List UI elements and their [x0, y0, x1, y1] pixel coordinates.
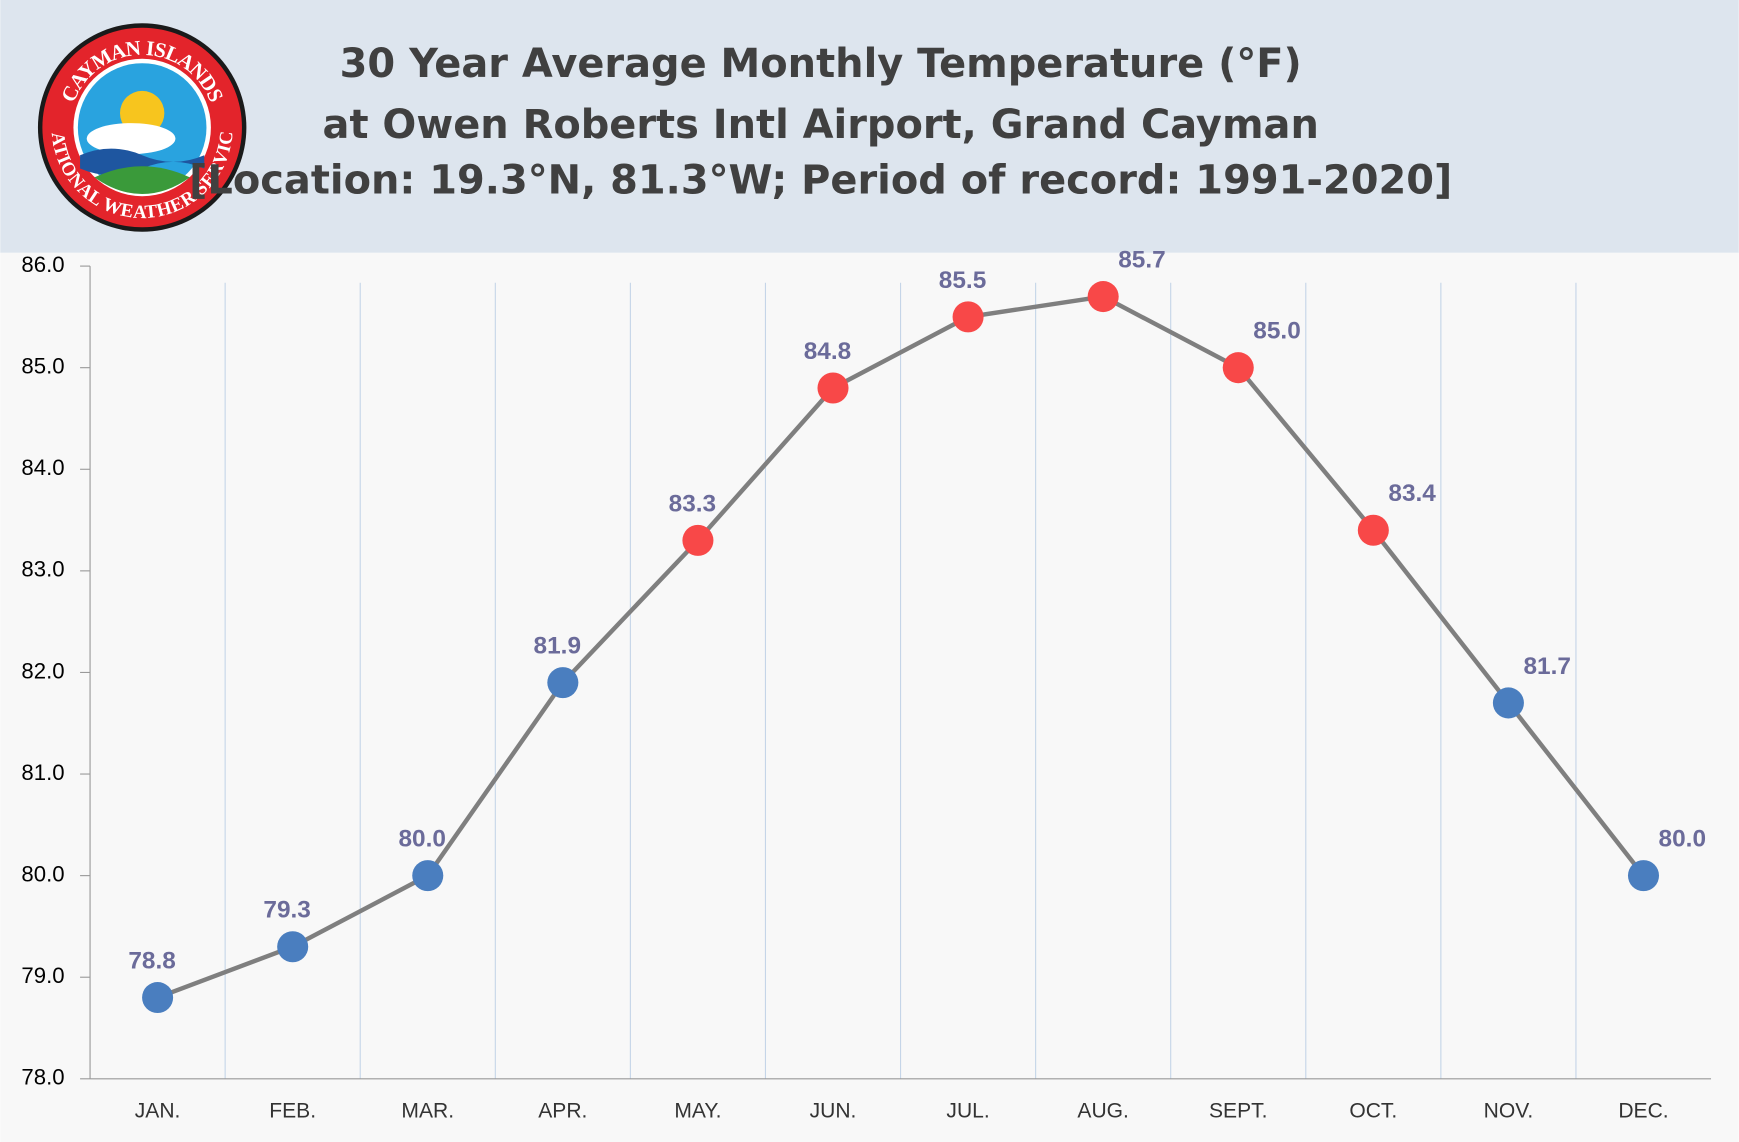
- y-tick-label: 80.0: [21, 861, 64, 886]
- y-tick-label: 81.0: [21, 760, 64, 785]
- data-label: 80.0: [1659, 826, 1706, 853]
- data-line: [156, 294, 1646, 1000]
- data-label: 79.3: [263, 897, 310, 924]
- chart-title: at Owen Roberts Intl Airport, Grand Caym…: [323, 102, 1319, 148]
- x-tick-label: DEC.: [1618, 1100, 1668, 1123]
- data-label: 81.7: [1523, 653, 1570, 680]
- logo: CAYMAN ISLANDS NATIONAL WEATHER SERVICE: [0, 0, 247, 232]
- data-point: [817, 372, 849, 404]
- x-tick-label: MAR.: [401, 1100, 454, 1123]
- data-point: [412, 860, 444, 892]
- plot-background: [0, 252, 1739, 1142]
- data-point: [952, 301, 984, 333]
- data-point: [1087, 281, 1119, 313]
- data-label: 84.8: [804, 338, 851, 365]
- data-point: [1357, 514, 1389, 546]
- data-point: [142, 982, 174, 1014]
- chart-subtitle: [Location: 19.3°N, 81.3°W; Period of rec…: [189, 157, 1452, 203]
- x-tick-label: AUG.: [1077, 1100, 1128, 1123]
- x-tick-label: JAN.: [135, 1100, 181, 1123]
- data-point: [1222, 352, 1254, 384]
- data-label: 85.5: [939, 267, 986, 294]
- data-point: [1627, 860, 1660, 892]
- data-point: [682, 524, 714, 556]
- data-point: [1492, 687, 1524, 719]
- y-tick-label: 85.0: [21, 354, 64, 379]
- data-label: 83.4: [1388, 480, 1436, 507]
- x-tick-label: NOV.: [1484, 1100, 1534, 1123]
- x-tick-label: FEB.: [269, 1100, 316, 1123]
- y-tick-label: 84.0: [21, 455, 64, 480]
- x-tick-label: JUN.: [810, 1100, 857, 1123]
- x-tick-label: JUL.: [946, 1100, 989, 1123]
- x-tick-label: APR.: [538, 1100, 587, 1123]
- data-label: 85.7: [1118, 247, 1165, 274]
- header-band: [0, 0, 1739, 253]
- data-point: [277, 931, 309, 963]
- data-label: 80.0: [398, 826, 445, 853]
- x-tick-label: OCT.: [1349, 1100, 1397, 1123]
- y-tick-label: 78.0: [21, 1065, 64, 1090]
- data-label: 85.0: [1253, 318, 1300, 345]
- chart-title: 30 Year Average Monthly Temperature (°F): [340, 41, 1302, 87]
- y-tick-label: 86.0: [21, 252, 64, 277]
- data-label: 81.9: [534, 633, 581, 660]
- x-tick-label: SEPT.: [1209, 1100, 1267, 1123]
- y-tick-label: 82.0: [21, 658, 64, 683]
- data-label: 78.8: [128, 947, 175, 974]
- data-point: [547, 667, 579, 699]
- x-tick-label: MAY.: [674, 1100, 721, 1123]
- y-tick-label: 79.0: [21, 963, 64, 988]
- y-tick-label: 83.0: [21, 557, 64, 582]
- data-label: 83.3: [669, 490, 716, 517]
